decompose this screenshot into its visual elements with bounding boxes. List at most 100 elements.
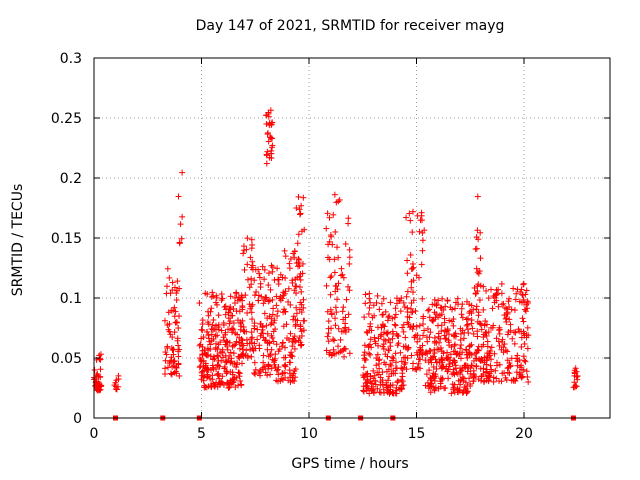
data-point — [427, 374, 434, 381]
data-point — [238, 351, 245, 358]
data-point — [273, 341, 280, 348]
data-point — [431, 377, 438, 384]
data-point — [389, 315, 396, 322]
data-point — [274, 265, 281, 272]
data-point — [231, 294, 238, 301]
data-point — [522, 306, 529, 313]
data-point — [286, 260, 293, 267]
data-point — [168, 371, 175, 378]
data-point — [334, 244, 341, 251]
data-point — [516, 369, 523, 376]
data-point — [263, 151, 270, 158]
data-point — [500, 300, 507, 307]
data-point — [403, 293, 410, 300]
data-point — [394, 379, 401, 386]
data-point — [372, 381, 379, 388]
data-point — [287, 359, 294, 366]
data-point — [248, 245, 255, 252]
data-point — [168, 307, 175, 314]
data-point — [324, 333, 331, 340]
data-point — [371, 334, 378, 341]
data-point — [209, 376, 216, 383]
data-point — [392, 322, 399, 329]
data-point — [384, 317, 391, 324]
data-point — [473, 265, 480, 272]
data-point — [464, 354, 471, 361]
data-point — [374, 385, 381, 392]
data-point — [492, 367, 499, 374]
data-point — [176, 372, 183, 379]
data-point — [275, 276, 282, 283]
data-point — [94, 370, 101, 377]
data-point — [459, 314, 466, 321]
data-point — [171, 329, 178, 336]
data-point — [297, 211, 304, 218]
data-point — [360, 364, 367, 371]
data-point — [525, 378, 532, 385]
data-point — [269, 296, 276, 303]
data-point — [340, 304, 347, 311]
data-point — [519, 315, 526, 322]
data-point — [368, 380, 375, 387]
data-point — [281, 247, 288, 254]
data-point — [323, 347, 330, 354]
data-point — [390, 389, 397, 396]
data-point — [244, 276, 251, 283]
data-point — [165, 326, 172, 333]
data-point — [298, 332, 305, 339]
data-point — [222, 311, 229, 318]
data-point — [294, 240, 301, 247]
data-point — [269, 268, 276, 275]
data-point — [402, 334, 409, 341]
data-point — [507, 321, 514, 328]
data-point — [330, 346, 337, 353]
data-point — [248, 275, 255, 282]
data-point — [493, 375, 500, 382]
data-point — [334, 286, 341, 293]
data-point — [277, 271, 284, 278]
data-point — [445, 339, 452, 346]
data-point — [506, 316, 513, 323]
data-point — [463, 316, 470, 323]
data-point — [426, 314, 433, 321]
data-point — [410, 277, 417, 284]
data-point — [376, 356, 383, 363]
data-point — [451, 381, 458, 388]
data-point — [465, 349, 472, 356]
data-point — [323, 282, 330, 289]
data-point — [325, 330, 332, 337]
data-point — [164, 265, 171, 272]
data-point — [483, 321, 490, 328]
data-point — [429, 317, 436, 324]
data-point — [263, 112, 270, 119]
data-point — [333, 309, 340, 316]
data-point — [470, 330, 477, 337]
data-point — [205, 321, 212, 328]
data-point — [419, 217, 426, 224]
data-point — [462, 362, 469, 369]
data-point — [503, 376, 510, 383]
data-point — [360, 388, 367, 395]
data-point — [211, 383, 218, 390]
data-point — [468, 351, 475, 358]
data-point — [223, 306, 230, 313]
data-point — [385, 336, 392, 343]
data-point — [97, 366, 104, 373]
data-point — [340, 274, 347, 281]
data-point — [346, 246, 353, 253]
data-point — [268, 315, 275, 322]
data-point — [268, 346, 275, 353]
data-point — [327, 274, 334, 281]
data-point — [261, 276, 268, 283]
data-point — [234, 297, 241, 304]
data-point — [335, 325, 342, 332]
data-point — [196, 342, 203, 349]
data-point — [370, 302, 377, 309]
data-point — [420, 321, 427, 328]
data-point — [247, 346, 254, 353]
data-point — [287, 330, 294, 337]
data-point — [259, 263, 266, 270]
data-point — [249, 262, 256, 269]
data-point — [471, 284, 478, 291]
data-point — [439, 295, 446, 302]
